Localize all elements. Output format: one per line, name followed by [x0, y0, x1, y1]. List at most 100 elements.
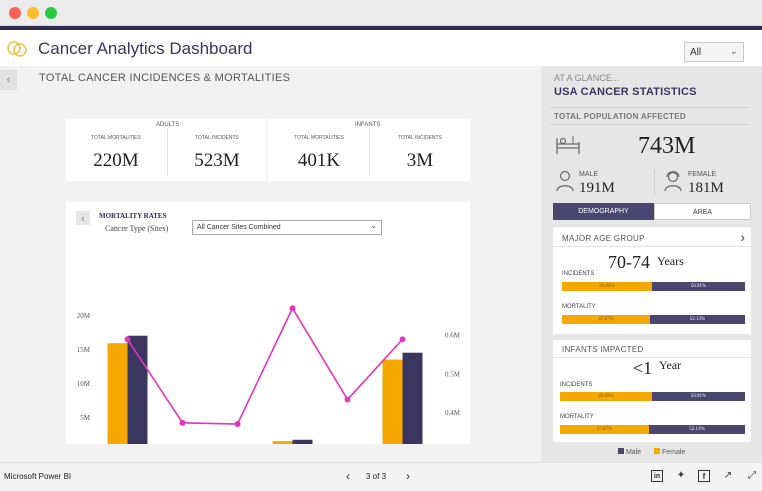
legend-male-label: Male	[625, 449, 642, 456]
facebook-icon[interactable]: f	[698, 470, 710, 482]
fullscreen-icon[interactable]: ⤢	[748, 470, 756, 481]
y2-tick-label: 0.4M	[445, 409, 461, 417]
y2-tick-label: 0.5M	[445, 370, 461, 378]
kpi-divider	[167, 128, 168, 176]
chevron-down-icon: ⌄	[370, 221, 377, 230]
infants-unit: Year	[659, 358, 682, 372]
report-header: Cancer Analytics Dashboard All ⌄	[0, 26, 762, 66]
age-group-title: MAJOR AGE GROUP	[562, 234, 645, 243]
page-indicator: 3 of 3	[366, 472, 387, 481]
divider	[551, 124, 749, 125]
y-tick-label: 5M	[80, 414, 91, 422]
cancer-type-label: Cancer Type (Sites)	[105, 224, 169, 233]
minimize-window-button[interactable]	[27, 7, 39, 19]
y2-tick-label: 0.6M	[445, 331, 461, 339]
mortality-male-bar: 52.13%	[650, 315, 745, 324]
tab-demography[interactable]: DEMOGRAPHY	[553, 203, 654, 220]
mortality-label: MORTALITY	[562, 304, 596, 310]
age-group-panel: MAJOR AGE GROUP › 70-74 Years INCIDENTS …	[553, 227, 751, 334]
incidents-label: INCIDENTS	[562, 271, 595, 277]
bar-female	[382, 359, 403, 444]
close-window-button[interactable]	[9, 7, 21, 19]
kpi-value: 220M	[93, 150, 139, 171]
rate-point	[289, 305, 296, 312]
kpi-divider	[369, 128, 370, 176]
rate-point	[179, 419, 186, 426]
maximize-window-button[interactable]	[45, 7, 57, 19]
cancer-type-dropdown[interactable]: All Cancer Sites Combined ⌄	[192, 220, 382, 235]
linkedin-icon[interactable]: in	[651, 470, 663, 482]
ribbon-logo-icon	[7, 41, 27, 57]
global-filter-value: All	[690, 47, 702, 58]
kpi-label: TOTAL MORTALITIES	[91, 135, 141, 141]
adults-label: ADULTS	[156, 122, 180, 128]
section-title: TOTAL CANCER INCIDENCES & MORTALITIES	[39, 72, 291, 84]
chart-back-button[interactable]: ‹	[76, 211, 90, 225]
population-label: TOTAL POPULATION AFFECTED	[554, 112, 686, 121]
divider	[553, 357, 751, 358]
adults-kpi-card	[66, 119, 266, 181]
next-page-button[interactable]: ›	[406, 469, 410, 483]
divider	[551, 107, 749, 108]
infants-panel: INFANTS IMPACTED <1 Year INCIDENTS 49.09…	[553, 340, 751, 442]
female-patient-icon	[664, 171, 682, 192]
kpi-label: TOTAL INCIDENTS	[195, 135, 239, 141]
back-button[interactable]: ‹	[0, 70, 17, 90]
bar-male	[292, 439, 313, 444]
legend-male: Male	[618, 448, 641, 456]
page-title: Cancer Analytics Dashboard	[38, 39, 253, 58]
twitter-icon[interactable]: ✦	[676, 470, 686, 481]
main-panel: ‹ TOTAL CANCER INCIDENCES & MORTALITIES …	[0, 66, 541, 462]
rate-line	[126, 306, 404, 425]
share-icon[interactable]: ↗	[723, 470, 733, 481]
age-group-value: 70-74	[608, 252, 650, 272]
legend-swatch	[654, 448, 660, 454]
male-patient-icon	[556, 170, 574, 192]
mortality-chart-card: ‹ MORTALITY RATES Cancer Type (Sites) Al…	[66, 202, 470, 444]
legend-female: Female	[654, 448, 685, 456]
kpi-value: 523M	[194, 150, 240, 171]
chart-title: MORTALITY RATES	[99, 212, 167, 220]
hospital-bed-icon	[556, 136, 580, 154]
kpi-value: 401K	[297, 150, 341, 171]
chevron-down-icon: ⌄	[729, 46, 738, 57]
infants-mortality-female-bar: 47.87%	[560, 425, 649, 434]
global-filter-dropdown[interactable]: All ⌄	[684, 42, 744, 62]
mortality-female-bar: 47.87%	[562, 315, 650, 324]
mortality-rates-chart: 0M5M10M15M20M0.4M0.5M0.6MAll RacesAmeric…	[77, 305, 461, 444]
population-value: 743M	[638, 133, 696, 159]
kpi-label: TOTAL INCIDENTS	[398, 135, 442, 141]
infants-incidents-female-bar: 49.09%	[560, 392, 652, 401]
window-titlebar	[0, 0, 762, 26]
bar-female	[272, 441, 293, 444]
mortality-label: MORTALITY	[560, 414, 594, 420]
kpi-label: TOTAL MORTALITIES	[294, 135, 344, 141]
previous-page-button[interactable]: ‹	[346, 469, 350, 483]
male-value: 191M	[579, 180, 615, 196]
incidents-label: INCIDENTS	[560, 382, 593, 388]
rate-point	[399, 336, 406, 343]
bar-male	[127, 335, 148, 444]
glance-sidebar: AT A GLANCE... USA CANCER STATISTICS TOT…	[541, 66, 762, 462]
powerbi-footer: Microsoft Power BI ‹ 3 of 3 › in ✦ f ↗ ⤢	[0, 462, 762, 491]
rate-point	[234, 421, 241, 428]
legend-swatch	[618, 448, 624, 454]
rate-point	[124, 336, 131, 343]
glance-title: USA CANCER STATISTICS	[554, 86, 697, 98]
bar-male	[402, 352, 423, 444]
female-label: FEMALE	[688, 171, 717, 178]
legend-female-label: Female	[661, 449, 686, 456]
infants-label: INFANTS	[355, 122, 381, 128]
incidents-male-bar: 50.91%	[652, 282, 745, 291]
infants-incidents-male-bar: 50.91%	[652, 392, 745, 401]
cancer-type-value: All Cancer Sites Combined	[197, 224, 281, 231]
app-name: Microsoft Power BI	[4, 472, 72, 481]
y-tick-label: 20M	[77, 312, 91, 320]
glance-kicker: AT A GLANCE...	[554, 73, 620, 83]
divider	[553, 246, 751, 247]
female-value: 181M	[688, 180, 724, 196]
rate-point	[344, 396, 351, 403]
kpi-value: 3M	[406, 150, 434, 171]
chevron-right-icon[interactable]: ›	[740, 229, 745, 245]
tab-area[interactable]: AREA	[654, 203, 751, 220]
